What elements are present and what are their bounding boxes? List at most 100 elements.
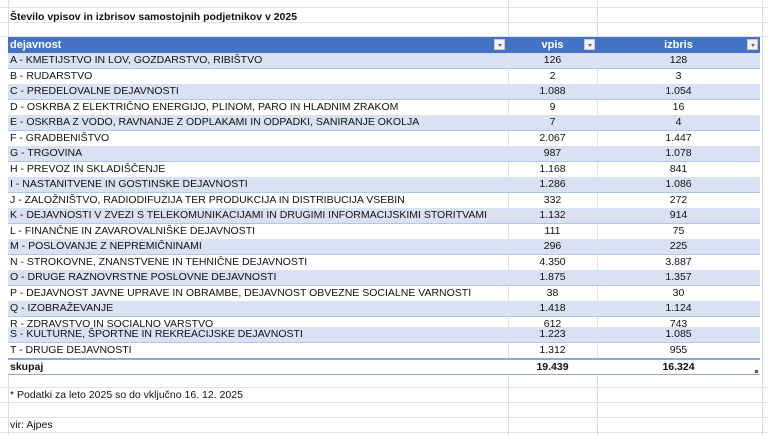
cell-vpis[interactable]: 2.067 <box>539 131 566 144</box>
cell-vpis[interactable]: 1.223 <box>539 328 566 340</box>
cell-dejavnost[interactable]: H - PREVOZ IN SKLADIŠČENJE <box>10 162 166 175</box>
cell-izbris[interactable]: 743 <box>669 317 688 330</box>
table-row[interactable]: N - STROKOVNE, ZNANSTVENE IN TEHNIČNE DE… <box>8 254 760 271</box>
cell-vpis[interactable]: 2 <box>549 69 556 82</box>
cell-vpis[interactable]: 1.286 <box>539 178 566 190</box>
cell-vpis[interactable]: 9 <box>549 100 556 113</box>
gridline-row <box>0 417 768 418</box>
cell-dejavnost[interactable]: L - FINANČNE IN ZAVAROVALNIŠKE DEJAVNOST… <box>10 224 256 237</box>
table-row[interactable]: J - ZALOŽNIŠTVO, RADIODIFUZIJA TER PRODU… <box>8 192 760 209</box>
cell-vpis[interactable]: 1.312 <box>539 343 566 356</box>
cell-izbris[interactable]: 1.085 <box>665 328 692 340</box>
cell-izbris[interactable]: 3 <box>675 69 682 82</box>
cell-dejavnost[interactable]: E - OSKRBA Z VODO, RAVNANJE Z ODPLAKAMI … <box>10 116 420 128</box>
table-row[interactable]: T - DRUGE DEJAVNOSTI 1.312 955 <box>8 342 760 359</box>
table-row[interactable]: C - PREDELOVALNE DEJAVNOSTI 1.088 1.054 <box>8 84 760 100</box>
cell-dejavnost[interactable]: I - NASTANITVENE IN GOSTINSKE DEJAVNOSTI <box>10 178 248 190</box>
total-izbris[interactable]: 16.324 <box>662 361 695 373</box>
table-resize-handle[interactable] <box>755 370 758 373</box>
cell-izbris[interactable]: 1.086 <box>665 178 692 190</box>
cell-izbris[interactable]: 4 <box>675 116 682 128</box>
total-label[interactable]: skupaj <box>10 361 44 373</box>
cell-vpis[interactable]: 1.418 <box>539 302 566 314</box>
footnote[interactable]: * Podatki za leto 2025 so do vključno 16… <box>10 389 243 401</box>
cell-izbris[interactable]: 914 <box>669 209 688 221</box>
cell-vpis[interactable]: 38 <box>546 286 559 299</box>
cell-dejavnost[interactable]: A - KMETIJSTVO IN LOV, GOZDARSTVO, RIBIŠ… <box>10 54 263 66</box>
cell-izbris[interactable]: 841 <box>669 162 688 175</box>
cell-vpis[interactable]: 111 <box>544 224 561 237</box>
header-vpis[interactable]: vpis <box>541 39 564 51</box>
cell-dejavnost[interactable]: G - TRGOVINA <box>10 147 83 159</box>
cell-izbris[interactable]: 75 <box>672 224 685 237</box>
cell-vpis[interactable]: 1.875 <box>539 271 566 283</box>
table-row[interactable]: B - RUDARSTVO 2 3 <box>8 68 760 85</box>
table-row[interactable]: G - TRGOVINA 987 1.078 <box>8 146 760 162</box>
cell-dejavnost[interactable]: Q - IZOBRAŽEVANJE <box>10 302 114 314</box>
cell-vpis[interactable]: 7 <box>549 116 556 128</box>
header-izbris[interactable]: izbris <box>664 39 693 51</box>
cell-izbris[interactable]: 1.078 <box>665 147 692 159</box>
filter-dropdown-icon-dejavnost[interactable] <box>494 39 505 50</box>
cell-dejavnost[interactable]: T - DRUGE DEJAVNOSTI <box>10 343 132 356</box>
source-note[interactable]: vir: Ajpes <box>10 419 53 431</box>
cell-dejavnost[interactable]: N - STROKOVNE, ZNANSTVENE IN TEHNIČNE DE… <box>10 255 308 268</box>
cell-vpis[interactable]: 1.168 <box>539 162 566 175</box>
cell-vpis[interactable]: 987 <box>543 147 562 159</box>
cell-dejavnost[interactable]: M - POSLOVANJE Z NEPREMIČNINAMI <box>10 240 202 252</box>
cell-vpis[interactable]: 1.088 <box>539 85 566 97</box>
filter-dropdown-icon-vpis[interactable] <box>584 39 595 50</box>
cell-izbris[interactable]: 1.054 <box>665 85 692 97</box>
table-row[interactable]: L - FINANČNE IN ZAVAROVALNIŠKE DEJAVNOST… <box>8 223 760 240</box>
table-row[interactable]: P - DEJAVNOST JAVNE UPRAVE IN OBRAMBE, D… <box>8 285 760 302</box>
table-row[interactable]: E - OSKRBA Z VODO, RAVNANJE Z ODPLAKAMI … <box>8 115 760 131</box>
total-row[interactable]: skupaj 19.439 16.324 <box>8 358 760 375</box>
cell-dejavnost[interactable]: D - OSKRBA Z ELEKTRIČNO ENERGIJO, PLINOM… <box>10 100 399 113</box>
gridline-row <box>0 402 768 403</box>
table-row[interactable]: D - OSKRBA Z ELEKTRIČNO ENERGIJO, PLINOM… <box>8 99 760 116</box>
table-row[interactable]: A - KMETIJSTVO IN LOV, GOZDARSTVO, RIBIŠ… <box>8 53 760 69</box>
total-vpis[interactable]: 19.439 <box>536 361 569 373</box>
cell-dejavnost[interactable]: O - DRUGE RAZNOVRSTNE POSLOVNE DEJAVNOST… <box>10 271 277 283</box>
cell-vpis[interactable]: 1.132 <box>539 209 566 221</box>
cell-dejavnost[interactable]: S - KULTURNE, ŠPORTNE IN REKREACIJSKE DE… <box>10 328 303 340</box>
gridline-col-d <box>762 0 763 435</box>
cell-dejavnost[interactable]: J - ZALOŽNIŠTVO, RADIODIFUZIJA TER PRODU… <box>10 193 405 206</box>
gridline-row <box>0 432 768 433</box>
cell-izbris[interactable]: 225 <box>669 240 688 252</box>
cell-izbris[interactable]: 955 <box>669 343 688 356</box>
table-row[interactable]: I - NASTANITVENE IN GOSTINSKE DEJAVNOSTI… <box>8 177 760 193</box>
cell-vpis[interactable]: 126 <box>543 54 562 66</box>
cell-izbris[interactable]: 1.124 <box>665 302 692 314</box>
table-row[interactable]: Q - IZOBRAŽEVANJE 1.418 1.124 <box>8 301 760 317</box>
table-row[interactable]: F - GRADBENIŠTVO 2.067 1.447 <box>8 130 760 147</box>
table-row[interactable]: M - POSLOVANJE Z NEPREMIČNINAMI 296 225 <box>8 239 760 255</box>
cell-dejavnost[interactable]: R - ZDRAVSTVO IN SOCIALNO VARSTVO <box>10 317 214 330</box>
cell-izbris[interactable]: 1.447 <box>665 131 692 144</box>
table-row[interactable]: O - DRUGE RAZNOVRSTNE POSLOVNE DEJAVNOST… <box>8 270 760 286</box>
cell-dejavnost[interactable]: P - DEJAVNOST JAVNE UPRAVE IN OBRAMBE, D… <box>10 286 472 299</box>
table-row[interactable]: H - PREVOZ IN SKLADIŠČENJE 1.168 841 <box>8 161 760 178</box>
cell-izbris[interactable]: 30 <box>672 286 685 299</box>
cell-dejavnost[interactable]: F - GRADBENIŠTVO <box>10 131 110 144</box>
sheet-title[interactable]: Število vpisov in izbrisov samostojnih p… <box>10 11 298 23</box>
header-dejavnost[interactable]: dejavnost <box>10 39 62 51</box>
gridline-row <box>0 22 768 23</box>
cell-izbris[interactable]: 272 <box>669 193 688 206</box>
table-row[interactable]: K - DEJAVNOSTI V ZVEZI S TELEKOMUNIKACIJ… <box>8 208 760 224</box>
cell-izbris[interactable]: 1.357 <box>665 271 692 283</box>
cell-dejavnost[interactable]: C - PREDELOVALNE DEJAVNOSTI <box>10 85 179 97</box>
cell-vpis[interactable]: 332 <box>543 193 562 206</box>
cell-vpis[interactable]: 296 <box>543 240 562 252</box>
cell-izbris[interactable]: 3.887 <box>665 255 692 268</box>
cell-dejavnost[interactable]: B - RUDARSTVO <box>10 69 93 82</box>
cell-izbris[interactable]: 16 <box>672 100 685 113</box>
gridline-row <box>0 36 768 37</box>
cell-dejavnost[interactable]: K - DEJAVNOSTI V ZVEZI S TELEKOMUNIKACIJ… <box>10 209 488 221</box>
cell-izbris[interactable]: 128 <box>669 54 688 66</box>
filter-dropdown-icon-izbris[interactable] <box>747 39 758 50</box>
cell-vpis[interactable]: 612 <box>543 317 562 330</box>
cell-vpis[interactable]: 4.350 <box>539 255 566 268</box>
table-row[interactable]: S - KULTURNE, ŠPORTNE IN REKREACIJSKE DE… <box>8 327 760 343</box>
